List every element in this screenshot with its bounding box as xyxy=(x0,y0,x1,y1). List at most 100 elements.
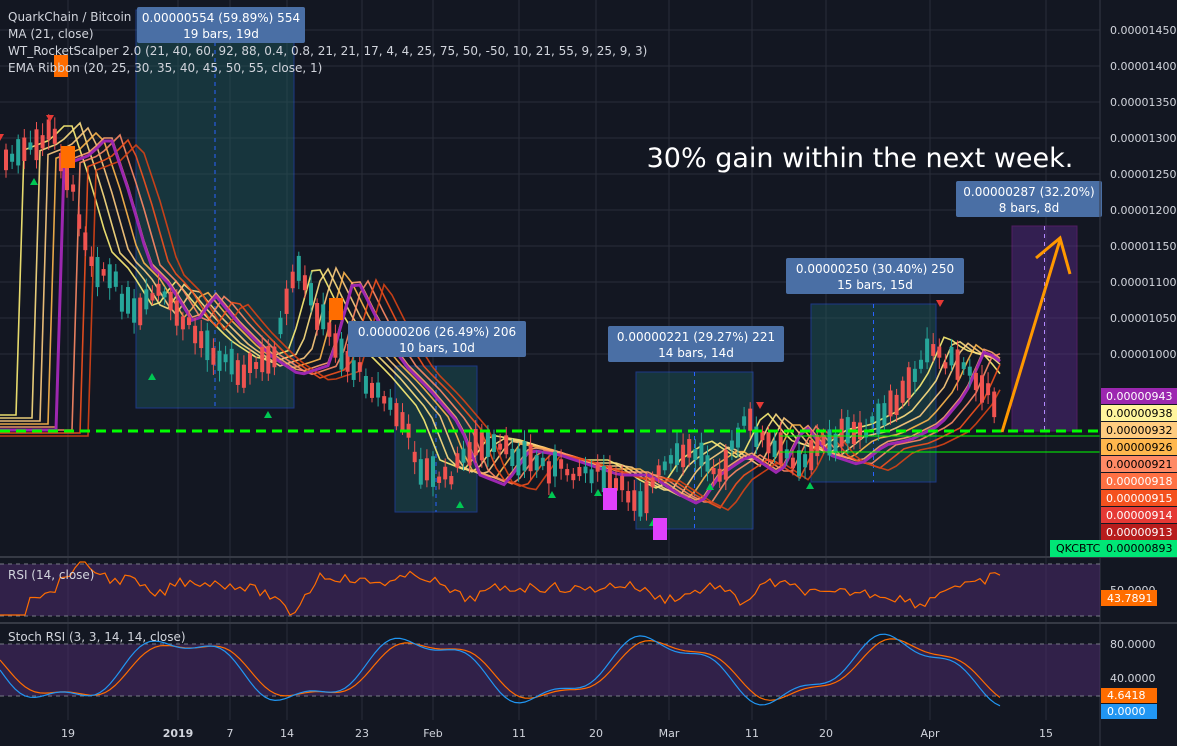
price-label-badge xyxy=(1101,405,1177,421)
price-label-badge xyxy=(1101,490,1177,506)
candle-body xyxy=(693,448,698,460)
candle-body xyxy=(577,467,582,477)
candle-body xyxy=(803,454,808,468)
buy-signal-icon xyxy=(264,411,272,418)
stoch-k-badge xyxy=(1101,688,1157,703)
legend-ema: EMA Ribbon (20, 25, 30, 35, 40, 45, 50, … xyxy=(8,61,322,75)
range-box-label-change: 0.00000554 (59.89%) 554 xyxy=(142,11,300,25)
time-tick: 23 xyxy=(355,727,369,740)
candle-body xyxy=(431,456,435,487)
candle-body xyxy=(522,441,527,471)
candle-body xyxy=(595,462,600,472)
candle-body xyxy=(370,382,374,398)
range-box-label-bg xyxy=(608,326,784,362)
stoch-band xyxy=(0,644,1100,696)
candle-body xyxy=(717,468,722,482)
stoch-tick-40: 40.0000 xyxy=(1110,672,1156,685)
buy-signal-icon xyxy=(806,482,814,489)
candle-body xyxy=(705,455,710,472)
candle-body xyxy=(711,468,716,475)
candle-body xyxy=(278,317,283,335)
candle-body xyxy=(876,403,881,435)
range-box-label-change: 0.00000287 (32.20%) xyxy=(963,185,1094,199)
price-label-badge xyxy=(1101,473,1177,489)
time-tick: Feb xyxy=(423,727,442,740)
candle-body xyxy=(363,375,368,394)
candle-body xyxy=(882,403,887,426)
range-box-label-change: 0.00000250 (30.40%) 250 xyxy=(796,262,954,276)
stoch-d-line xyxy=(0,638,1001,701)
candle-body xyxy=(675,443,679,465)
candle-body xyxy=(266,345,271,374)
candle-body xyxy=(333,333,338,358)
ema-line xyxy=(0,138,1001,510)
range-box-label-bg xyxy=(348,321,526,357)
candle-body xyxy=(571,473,576,481)
candle-body xyxy=(772,440,777,458)
range-box-label-change: 0.00000206 (26.49%) 206 xyxy=(358,325,516,339)
candle-body xyxy=(339,338,344,370)
range-box-labels: 0.00000554 (59.89%) 554 19 bars, 19d 0.000… xyxy=(137,7,1102,362)
buy-signal-icon xyxy=(594,489,602,496)
candle-body xyxy=(912,368,917,382)
candle-body xyxy=(754,426,759,447)
range-box-label-bars: 8 bars, 8d xyxy=(999,201,1060,215)
candle-body xyxy=(107,264,112,289)
sell-signal-icon xyxy=(756,402,764,409)
candle-body xyxy=(900,380,905,403)
price-label-badge xyxy=(1101,439,1177,455)
candle-body xyxy=(168,291,173,311)
candle-body xyxy=(827,429,832,456)
candle-body xyxy=(248,353,252,373)
candle-body xyxy=(656,465,661,476)
price-axis: 0.00001450 0.00001400 0.00001350 0.00001300… xyxy=(1110,24,1176,361)
candle-body xyxy=(742,416,747,426)
candle-body xyxy=(601,466,606,493)
candle-body xyxy=(89,256,94,267)
candle-body xyxy=(455,453,460,468)
candle-body xyxy=(949,347,954,366)
candle-body xyxy=(473,428,478,456)
sell-signal-icon xyxy=(0,134,4,141)
time-tick: 20 xyxy=(819,727,833,740)
range-box-label-change: 0.00000221 (29.27%) 221 xyxy=(617,330,775,344)
stoch-k-line xyxy=(0,633,1001,707)
time-tick: Mar xyxy=(659,727,680,740)
price-label: 0.00000914 xyxy=(1106,509,1172,522)
price-tick: 0.00001250 xyxy=(1110,168,1176,181)
candle-body xyxy=(858,422,862,440)
candle-body xyxy=(888,390,893,417)
candle-body xyxy=(40,135,45,149)
candle-body xyxy=(412,451,417,463)
price-tick: 0.00001400 xyxy=(1110,60,1176,73)
ticker-price-badge xyxy=(1101,540,1177,557)
candle-body xyxy=(839,418,844,447)
candle-body xyxy=(632,490,637,511)
p-signal-icon xyxy=(603,488,617,510)
price-label-badge xyxy=(1101,422,1177,438)
price-tick: 0.00001100 xyxy=(1110,276,1176,289)
candle-body xyxy=(760,430,765,441)
candle-body xyxy=(193,325,198,344)
range-box[interactable] xyxy=(1011,225,1078,432)
candle-body xyxy=(126,287,130,314)
candle-body xyxy=(388,397,393,410)
candle-body xyxy=(71,184,76,192)
candle-body xyxy=(681,444,686,468)
buy-signal-icon xyxy=(706,483,714,490)
time-axis: 19 2019 7 14 23 Feb 11 20 Mar 11 20 Apr 15 xyxy=(61,727,1053,740)
candle-body xyxy=(925,338,930,363)
candle-body xyxy=(644,481,649,514)
candle-body xyxy=(851,421,856,445)
time-tick: Apr xyxy=(920,727,940,740)
p-signal-icon xyxy=(61,146,75,168)
rsi-panel: RSI (14, close) 50.0000 43.7891 xyxy=(0,561,1157,617)
candle-body xyxy=(845,417,850,444)
price-tick: 0.00001000 xyxy=(1110,348,1176,361)
range-box-label-bg xyxy=(786,258,964,294)
time-tick: 14 xyxy=(280,727,294,740)
candle-body xyxy=(870,416,875,423)
price-label: 0.00000915 xyxy=(1106,492,1172,505)
